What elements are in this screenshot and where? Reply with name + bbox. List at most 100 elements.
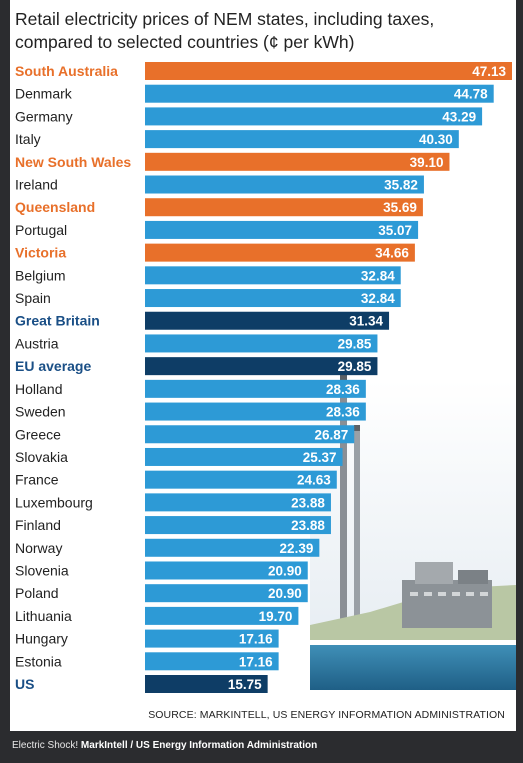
bar	[145, 62, 512, 80]
value-label: 35.07	[378, 223, 412, 238]
caption-prefix: Electric Shock!	[12, 740, 81, 751]
chimney-shape	[340, 375, 347, 635]
bar	[145, 652, 279, 671]
category-label: Holland	[15, 381, 62, 397]
value-label: 26.87	[314, 427, 348, 442]
caption-credit: MarkIntell / US Energy Information Admin…	[80, 740, 318, 751]
category-label: Italy	[15, 131, 41, 147]
category-label: Luxembourg	[15, 494, 93, 510]
value-label: 43.29	[442, 109, 476, 124]
chimney-cap-shape	[354, 425, 360, 431]
value-label: 35.82	[384, 178, 418, 193]
category-label: Ireland	[15, 177, 58, 193]
category-label: Queensland	[15, 199, 95, 215]
category-label: Great Britain	[15, 313, 100, 329]
bar-chart: South Australia 47.13 Denmark 44.78 Germany 4…	[15, 62, 516, 693]
bar	[145, 675, 268, 693]
bar	[145, 311, 390, 330]
category-label: France	[15, 472, 59, 488]
chart-card: Retail electricity prices of NEM states,…	[10, 0, 516, 731]
bar	[145, 220, 419, 239]
category-label: Portugal	[15, 222, 67, 238]
category-label: Belgium	[15, 267, 66, 283]
chart-title-line-1: Retail electricity prices of NEM states,…	[15, 9, 435, 29]
bar	[145, 334, 378, 353]
value-label: 29.85	[338, 336, 372, 351]
bar	[145, 561, 308, 580]
bar	[145, 130, 459, 149]
source-note: SOURCE: MARKINTELL, US ENERGY INFORMATIO…	[148, 709, 505, 721]
value-label: 20.90	[268, 563, 302, 578]
factory-window-shape	[410, 592, 418, 596]
category-label: US	[15, 676, 34, 692]
value-label: 32.84	[361, 268, 395, 283]
category-label: Denmark	[15, 86, 73, 102]
value-label: 19.70	[259, 609, 293, 624]
bar-series: South Australia 47.13 Denmark 44.78 Germany 4…	[15, 62, 512, 693]
bar	[145, 447, 343, 466]
value-label: 32.84	[361, 291, 395, 306]
factory-window-shape	[452, 592, 460, 596]
bar	[145, 175, 424, 194]
bar	[145, 379, 366, 398]
category-label: Norway	[15, 540, 62, 556]
factory-window-shape	[424, 592, 432, 596]
category-label: EU average	[15, 358, 91, 374]
factory-window-shape	[438, 592, 446, 596]
value-label: 17.16	[239, 654, 273, 669]
value-label: 25.37	[303, 450, 337, 465]
chimney-shape	[354, 425, 360, 635]
value-label: 40.30	[419, 132, 453, 147]
bar	[145, 84, 494, 103]
value-label: 39.10	[410, 155, 444, 170]
value-label: 15.75	[228, 677, 262, 692]
value-label: 28.36	[326, 382, 360, 397]
category-label: Spain	[15, 290, 51, 306]
value-label: 23.88	[291, 495, 325, 510]
bar	[145, 425, 355, 444]
bar	[145, 538, 320, 557]
value-label: 34.66	[375, 246, 409, 261]
bar	[145, 629, 279, 648]
value-label: 31.34	[349, 314, 383, 329]
bar	[145, 470, 337, 489]
factory-building-shape	[458, 570, 488, 584]
value-label: 47.13	[472, 64, 506, 79]
bar	[145, 289, 401, 308]
bar	[145, 266, 401, 285]
bar	[145, 402, 366, 421]
chart-title: Retail electricity prices of NEM states,…	[15, 8, 511, 54]
category-label: Hungary	[15, 631, 68, 647]
chart-title-line-2: compared to selected countries (¢ per kW…	[15, 32, 355, 52]
value-label: 20.90	[268, 586, 302, 601]
factory-building-shape	[402, 580, 492, 628]
category-label: South Australia	[15, 63, 118, 79]
category-label: Victoria	[15, 245, 66, 261]
category-label: Slovakia	[15, 449, 68, 465]
factory-window-shape	[480, 592, 488, 596]
water-shape	[310, 645, 516, 690]
category-label: New South Wales	[15, 154, 131, 170]
category-label: Lithuania	[15, 608, 72, 624]
value-label: 22.39	[280, 541, 314, 556]
chimney-cap-shape	[340, 375, 347, 381]
bar	[145, 493, 331, 512]
value-label: 28.36	[326, 405, 360, 420]
bar	[145, 152, 450, 171]
factory-window-shape	[466, 592, 474, 596]
category-label: Austria	[15, 335, 59, 351]
category-label: Slovenia	[15, 562, 69, 578]
category-label: Greece	[15, 426, 61, 442]
bar	[145, 516, 331, 535]
value-label: 17.16	[239, 632, 273, 647]
bar	[145, 198, 423, 217]
bar	[145, 243, 415, 262]
category-label: Finland	[15, 517, 61, 533]
factory-building-shape	[415, 562, 453, 584]
bar	[145, 107, 483, 126]
bar	[145, 584, 308, 603]
category-label: Estonia	[15, 653, 62, 669]
value-label: 35.69	[383, 200, 417, 215]
bar	[145, 606, 299, 625]
